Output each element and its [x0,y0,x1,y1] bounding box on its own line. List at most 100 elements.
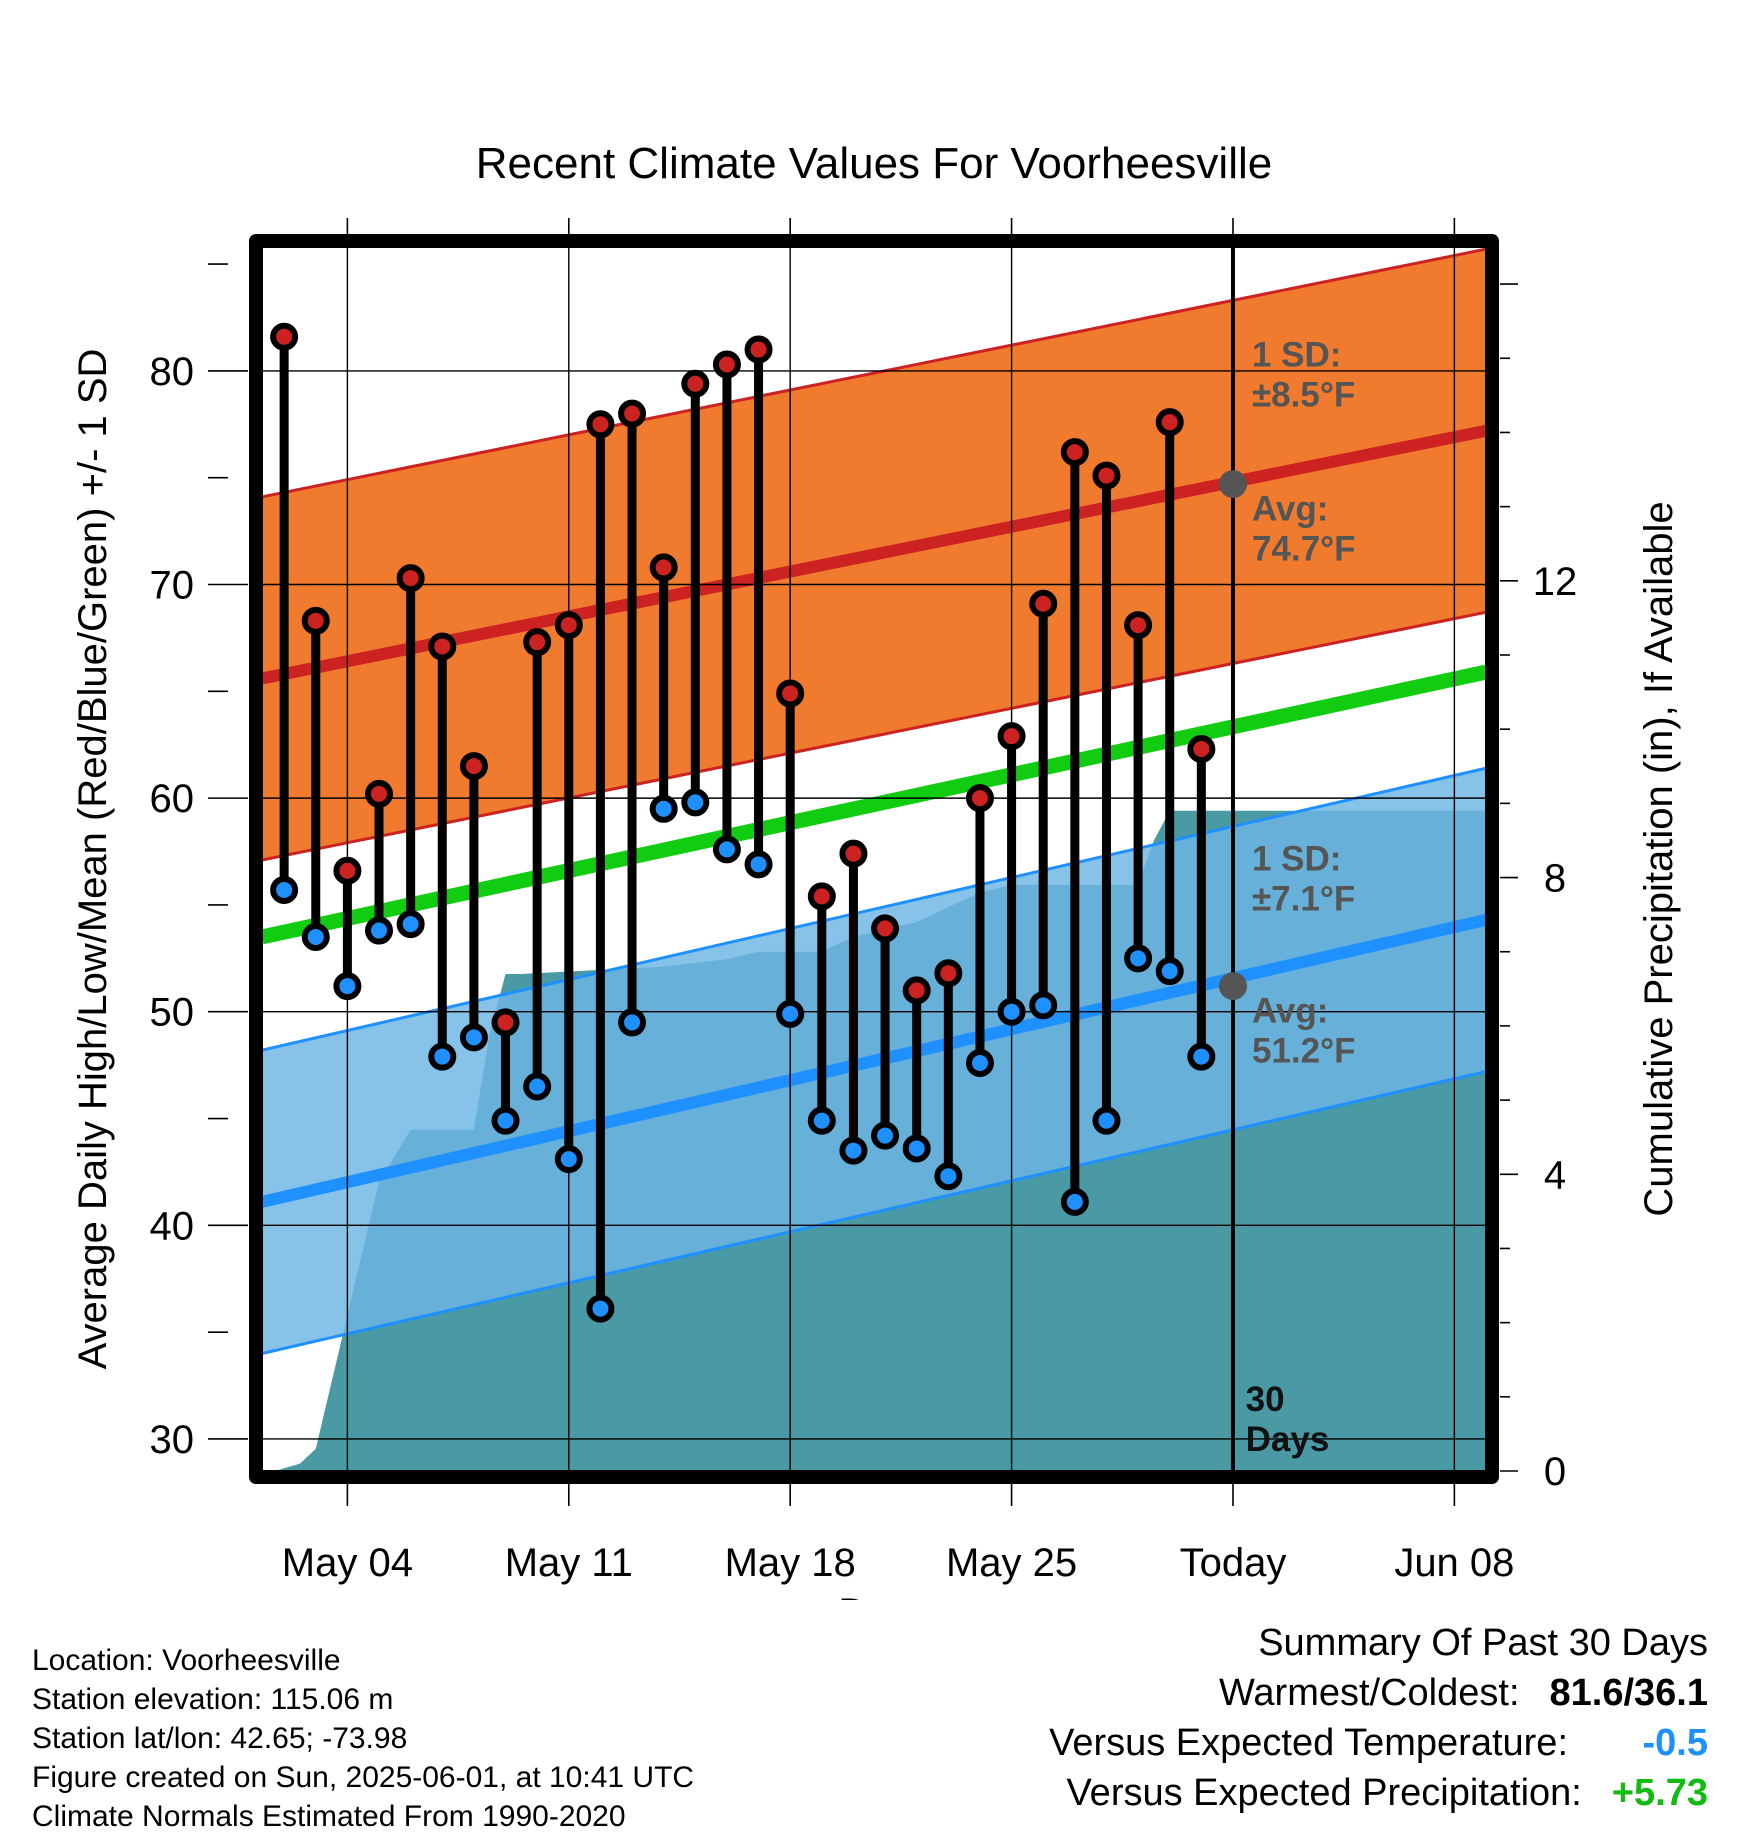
high-point [1124,611,1153,640]
high-normal-band-lower-edge [262,610,1486,862]
high-point [586,410,615,439]
high-point [365,779,394,808]
y2-tick-label: 8 [1544,857,1566,901]
chart-title: Recent Climate Values For Voorheesville [476,139,1272,188]
y-tick-label: 30 [150,1418,195,1462]
high-point [491,1008,520,1037]
high-point [965,784,994,813]
low-point [491,1106,520,1135]
low-point [333,972,362,1001]
low-point [1187,1042,1216,1071]
plot-frame [249,234,1499,1484]
warmest-value: 81.6/36.1 [1549,1672,1708,1714]
summary-heading: Summary Of Past 30 Days [1258,1622,1708,1664]
high-point [776,679,805,708]
summary-panel: Summary Of Past 30 Days Warmest/Coldest:… [1049,1618,1708,1818]
low-point [1029,991,1058,1020]
low-point [618,1008,647,1037]
low-point [997,997,1026,1026]
low-point [871,1121,900,1150]
low-normal-line [262,914,1486,1208]
low-point [965,1049,994,1077]
high-point [681,369,710,398]
elevation-text: Station elevation: 115.06 m [32,1683,394,1716]
created-text: Figure created on Sun, 2025-06-01, at 10… [32,1761,695,1794]
low-normal-band-lower-edge [262,1070,1486,1355]
y2-tick-label: 0 [1544,1450,1566,1494]
y-tick-label: 60 [150,777,195,821]
low-point [807,1106,836,1135]
high-normal-today-marker [1218,470,1247,499]
precip-value: +5.73 [1611,1772,1708,1814]
x-tick-label: Today [1180,1541,1287,1585]
high-point [807,882,836,911]
low-point [902,1134,931,1163]
y2-axis-label: Cumulative Precipitation (in), If Availa… [1637,501,1681,1216]
high-point [871,914,900,943]
y-tick-label: 70 [150,564,195,608]
frame-border [249,234,1499,1484]
warmest-label: Warmest/Coldest: [1218,1672,1520,1714]
high-point [1187,734,1216,763]
today-days-label: 30 Days [1246,1380,1330,1459]
summary-precip-row: Versus Expected Precipitation: +5.73 [1049,1768,1708,1818]
high-point [1060,438,1089,467]
high-point [554,611,583,640]
mean-normal-line [262,664,1486,945]
low-point [712,835,741,864]
x-tick-label: May 04 [282,1541,413,1585]
precip-label: Versus Expected Precipitation: [1066,1772,1582,1814]
low-point [934,1162,963,1191]
low-avg-label: Avg: 51.2°F [1252,991,1356,1070]
high-point [1155,408,1184,437]
y2-tick-label: 4 [1544,1153,1566,1197]
latlon-text: Station lat/lon: 42.65; -73.98 [32,1722,408,1755]
low-normal-today-marker [1218,972,1247,1001]
daily-temperature-sticks [270,322,1216,1323]
low-point [301,922,330,951]
temp-label: Versus Expected Temperature: [1049,1722,1568,1764]
high-point [618,399,647,428]
low-point [365,916,394,945]
x-axis-label: Day [838,1591,909,1600]
y-axis-label: Average Daily High/Low/Mean (Red/Blue/Gr… [71,349,115,1370]
high-point [1092,461,1121,490]
low-point [681,788,710,817]
station-info: Location: Voorheesville Station elevatio… [32,1641,694,1836]
high-point [270,322,299,351]
x-tick-label: May 25 [946,1541,1077,1585]
low-point [1092,1106,1121,1135]
axes: 30 40 50 60 70 80 0 4 8 12 May 04 May 11 May 18 May 2… [150,218,1578,1585]
low-point [270,875,299,904]
climate-chart: Recent Climate Values For Voorheesville … [71,139,1681,1600]
high-point [1029,589,1058,618]
temp-value: -0.5 [1642,1722,1708,1764]
high-point [649,553,678,582]
high-avg-label: Avg: 74.7°F [1252,489,1356,568]
y2-tick-label: 12 [1533,560,1578,604]
low-point [1155,957,1184,986]
low-point [554,1145,583,1174]
high-normal-line [262,424,1486,685]
high-point [744,335,773,364]
low-point [744,850,773,879]
summary-temp-row: Versus Expected Temperature: -0.5 [1049,1718,1708,1768]
high-point [839,839,868,868]
high-point [712,350,741,379]
high-point [333,856,362,885]
y-tick-label: 80 [150,350,195,394]
high-point [459,752,488,781]
low-point [1060,1187,1089,1216]
high-point [523,628,552,657]
low-sd-label: 1 SD: ±7.1°F [1252,840,1355,919]
location-text: Location: Voorheesville [32,1644,341,1677]
high-point [902,976,931,1005]
annotations: 1 SD: ±8.5°F Avg: 74.7°F 1 SD: ±7.1°F Avg: 51.2… [1218,336,1356,1459]
low-point [776,999,805,1028]
low-normal-band-upper-edge [262,766,1486,1052]
x-tick-label: May 18 [725,1541,856,1585]
y-tick-label: 50 [150,991,195,1035]
low-point [1124,944,1153,973]
high-point [997,722,1026,751]
low-point [523,1072,552,1101]
